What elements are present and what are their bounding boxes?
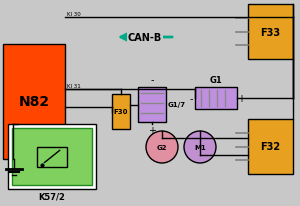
- Bar: [112, 95, 130, 129]
- Text: Kl 31: Kl 31: [67, 84, 81, 89]
- Text: F33: F33: [260, 27, 280, 37]
- Bar: [3, 45, 65, 159]
- Text: G1: G1: [210, 76, 222, 85]
- Text: N82: N82: [18, 95, 50, 109]
- Text: M1: M1: [194, 144, 206, 150]
- Text: F30: F30: [114, 109, 128, 115]
- Text: -: -: [189, 94, 193, 103]
- Bar: [248, 119, 293, 174]
- Text: F32: F32: [260, 142, 280, 152]
- Bar: [37, 147, 67, 167]
- Bar: [195, 88, 237, 109]
- Circle shape: [146, 131, 178, 163]
- Text: +: +: [148, 125, 156, 135]
- Text: +: +: [237, 94, 245, 103]
- Bar: [248, 5, 293, 60]
- Bar: [12, 128, 92, 185]
- Text: -: -: [150, 75, 154, 85]
- Text: G2: G2: [157, 144, 167, 150]
- Text: K57/2: K57/2: [39, 192, 65, 201]
- Text: CAN-B: CAN-B: [128, 33, 162, 43]
- Bar: [8, 124, 96, 189]
- Text: Kl 30: Kl 30: [67, 12, 81, 17]
- Circle shape: [184, 131, 216, 163]
- Text: G1/7: G1/7: [168, 102, 186, 108]
- Bar: [138, 88, 166, 122]
